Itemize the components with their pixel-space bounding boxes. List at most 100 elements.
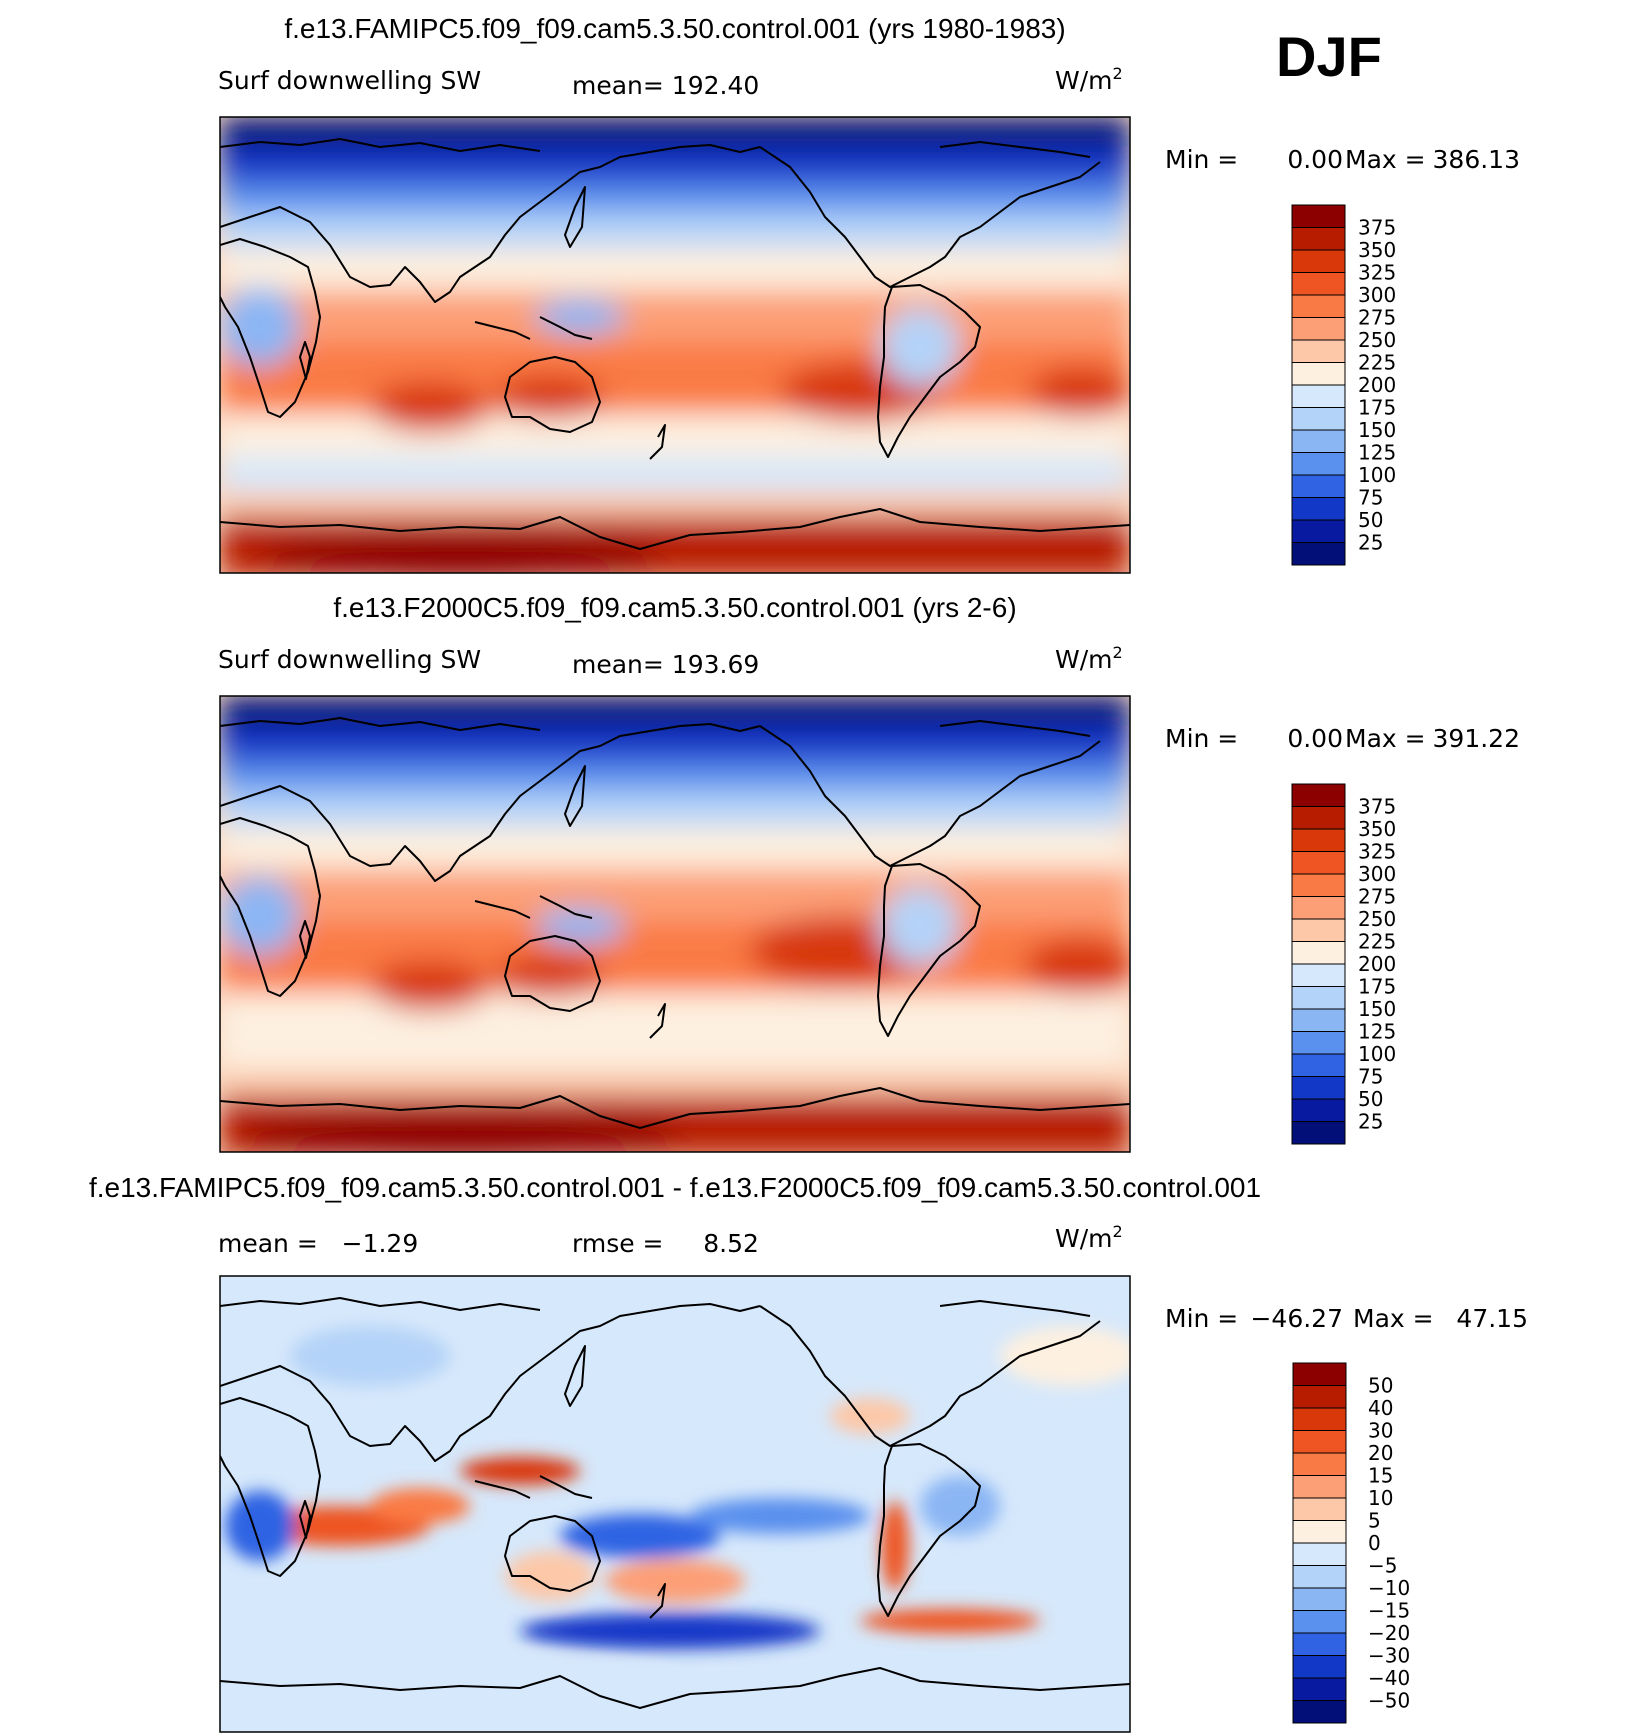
panel-1-mean-label: mean= 192.40 (572, 71, 759, 100)
colorbar-swatch (1291, 986, 1346, 1010)
panel-2-min-label: Min = (1165, 724, 1238, 753)
colorbar-swatch (1291, 851, 1346, 875)
colorbar-swatch (1292, 1520, 1347, 1544)
colorbar-tick-label: 25 (1358, 531, 1383, 555)
colorbar-swatch (1292, 1362, 1347, 1386)
colorbar-tick-label: 275 (1358, 306, 1396, 330)
panel-2-mean-label: mean= 193.69 (572, 650, 759, 679)
colorbar-tick-label: −10 (1368, 1576, 1410, 1600)
colorbar-swatch (1291, 249, 1346, 273)
colorbar-tick-label: 350 (1358, 817, 1396, 841)
colorbar-tick-label: −5 (1368, 1554, 1397, 1578)
colorbar-tick-label: −40 (1368, 1666, 1410, 1690)
colorbar-tick-label: 250 (1358, 328, 1396, 352)
colorbar-swatch (1291, 227, 1346, 251)
colorbar-swatch (1291, 204, 1346, 228)
colorbar-tick-label: 175 (1358, 396, 1396, 420)
colorbar-tick-label: 20 (1368, 1441, 1393, 1465)
colorbar-swatch (1291, 519, 1346, 543)
colorbar-swatch (1291, 918, 1346, 942)
panel-1-title: f.e13.FAMIPC5.f09_f09.cam5.3.50.control.… (284, 13, 1065, 44)
colorbar-tick-label: 375 (1358, 216, 1396, 240)
panel-2-units: W/m2 (1055, 643, 1123, 674)
colorbar-swatch (1291, 474, 1346, 498)
colorbar-swatch (1292, 1700, 1347, 1724)
panel-1-min-label: Min = (1165, 145, 1238, 174)
colorbar-swatch (1291, 542, 1346, 566)
colorbar-tick-label: 75 (1358, 1065, 1383, 1089)
colorbar-swatch (1292, 1407, 1347, 1431)
colorbar-tick-label: 225 (1358, 930, 1396, 954)
colorbar-tick-label: 50 (1368, 1374, 1393, 1398)
panel-2-min-value: 0.00 (1287, 724, 1343, 753)
colorbar-swatch (1291, 963, 1346, 987)
panel-3-rmse-label: rmse = 8.52 (572, 1229, 759, 1258)
colorbar-swatch (1291, 407, 1346, 431)
panel-2-frame (219, 695, 1131, 1153)
panel-3-title: f.e13.FAMIPC5.f09_f09.cam5.3.50.control.… (89, 1172, 1261, 1203)
colorbar-tick-label: 150 (1358, 997, 1396, 1021)
colorbar-tick-label: 350 (1358, 238, 1396, 262)
colorbar-tick-label: 300 (1358, 283, 1396, 307)
colorbar-tick-label: 25 (1358, 1110, 1383, 1134)
colorbar-swatch (1291, 1098, 1346, 1122)
panel-2: f.e13.F2000C5.f09_f09.cam5.3.50.control.… (218, 592, 1520, 1153)
panel-3: f.e13.FAMIPC5.f09_f09.cam5.3.50.control.… (89, 1172, 1528, 1733)
panel-2-max-value: 391.22 (1433, 724, 1520, 753)
colorbar-tick-label: 275 (1358, 885, 1396, 909)
colorbar-swatch (1291, 384, 1346, 408)
colorbar-swatch (1291, 828, 1346, 852)
panel-1: f.e13.FAMIPC5.f09_f09.cam5.3.50.control.… (218, 13, 1520, 574)
colorbar-swatch (1291, 941, 1346, 965)
colorbar-swatch (1292, 1565, 1347, 1589)
colorbar-swatch (1291, 1076, 1346, 1100)
colorbar-swatch (1292, 1542, 1347, 1566)
colorbar-tick-label: 50 (1358, 508, 1383, 532)
colorbar-tick-label: 0 (1368, 1531, 1381, 1555)
panel-1-frame (219, 116, 1131, 574)
season-label: DJF (1276, 25, 1382, 88)
panel-1-variable-label: Surf downwelling SW (218, 66, 481, 95)
colorbar-tick-label: 175 (1358, 975, 1396, 999)
panel-1-max-label: Max = (1345, 145, 1426, 174)
colorbar-tick-label: 375 (1358, 795, 1396, 819)
panel-1-colorbar: 3753503253002752502252001751501251007550… (1291, 204, 1396, 566)
colorbar-swatch (1291, 896, 1346, 920)
colorbar-tick-label: −15 (1368, 1599, 1410, 1623)
panel-3-frame (219, 1275, 1131, 1733)
colorbar-swatch (1291, 1008, 1346, 1032)
colorbar-tick-label: −30 (1368, 1644, 1410, 1668)
colorbar-swatch (1291, 429, 1346, 453)
colorbar-tick-label: 10 (1368, 1486, 1393, 1510)
panel-3-min-value: −46.27 (1250, 1304, 1343, 1333)
colorbar-swatch (1291, 272, 1346, 296)
colorbar-tick-label: 125 (1358, 1020, 1396, 1044)
colorbar-swatch (1292, 1677, 1347, 1701)
colorbar-tick-label: 75 (1358, 486, 1383, 510)
panel-2-title: f.e13.F2000C5.f09_f09.cam5.3.50.control.… (333, 592, 1016, 623)
colorbar-tick-label: −50 (1368, 1689, 1410, 1713)
colorbar-tick-label: 300 (1358, 862, 1396, 886)
colorbar-tick-label: 150 (1358, 418, 1396, 442)
colorbar-swatch (1292, 1452, 1347, 1476)
colorbar-swatch (1292, 1655, 1347, 1679)
colorbar-swatch (1291, 339, 1346, 363)
colorbar-swatch (1291, 1053, 1346, 1077)
panel-2-max-label: Max = (1345, 724, 1426, 753)
colorbar-swatch (1291, 1031, 1346, 1055)
colorbar-tick-label: 325 (1358, 840, 1396, 864)
colorbar-tick-label: 125 (1358, 441, 1396, 465)
colorbar-tick-label: 325 (1358, 261, 1396, 285)
colorbar-swatch (1291, 783, 1346, 807)
colorbar-tick-label: 15 (1368, 1464, 1393, 1488)
colorbar-tick-label: −20 (1368, 1621, 1410, 1645)
colorbar-tick-label: 200 (1358, 952, 1396, 976)
colorbar-tick-label: 200 (1358, 373, 1396, 397)
colorbar-tick-label: 5 (1368, 1509, 1381, 1533)
panel-3-max-label: Max = (1353, 1304, 1434, 1333)
colorbar-swatch (1291, 873, 1346, 897)
colorbar-swatch (1292, 1610, 1347, 1634)
panel-1-map (220, 117, 1130, 573)
colorbar-tick-label: 30 (1368, 1419, 1393, 1443)
colorbar-swatch (1291, 1121, 1346, 1145)
